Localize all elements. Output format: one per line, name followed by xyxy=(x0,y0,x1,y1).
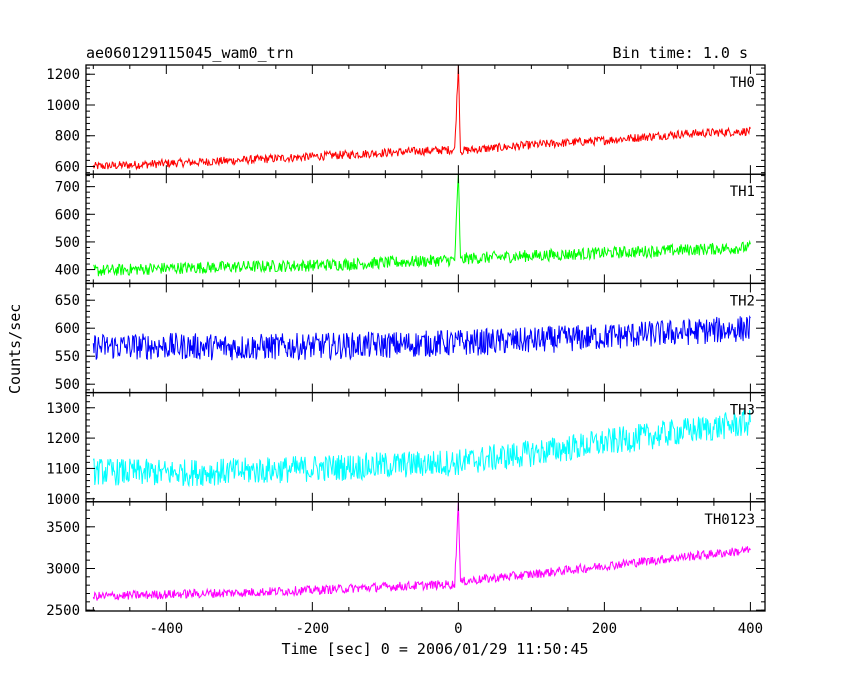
x-tick-label: 200 xyxy=(592,621,617,637)
series-line-th0 xyxy=(92,64,751,171)
y-tick-label: 550 xyxy=(55,349,80,365)
series-line-th3 xyxy=(92,409,751,488)
x-tick-label: 0 xyxy=(454,621,462,637)
y-tick-label: 1300 xyxy=(46,401,80,417)
chart-title: ae060129115045_wam0_trn xyxy=(86,44,294,62)
y-tick-label: 500 xyxy=(55,235,80,251)
x-tick-label: -400 xyxy=(149,621,183,637)
panel-label-th0: TH0 xyxy=(730,75,755,91)
x-tick-label: 400 xyxy=(738,621,763,637)
y-tick-label: 800 xyxy=(55,129,80,145)
panel-label-th2: TH2 xyxy=(730,293,755,309)
x-axis-label: Time [sec] 0 = 2006/01/29 11:50:45 xyxy=(281,640,589,658)
y-tick-label: 650 xyxy=(55,293,80,309)
y-tick-label: 1200 xyxy=(46,67,80,83)
panel-frame-th3 xyxy=(85,391,766,503)
panel-frame-th0123 xyxy=(85,501,766,612)
y-tick-label: 1100 xyxy=(46,461,80,477)
panel-frame-th0 xyxy=(85,64,766,175)
bin-time-label: Bin time: 1.0 s xyxy=(612,44,748,62)
y-tick-label: 2500 xyxy=(46,603,80,619)
series-line-th0123 xyxy=(92,501,751,601)
y-tick-label: 1200 xyxy=(46,431,80,447)
y-tick-label: 500 xyxy=(55,377,80,393)
panel-label-th3: TH3 xyxy=(730,403,755,419)
y-axis-label: Counts/sec xyxy=(6,303,24,394)
y-tick-label: 1000 xyxy=(46,492,80,508)
panel-label-th1: TH1 xyxy=(730,184,755,200)
y-tick-label: 700 xyxy=(55,180,80,196)
y-tick-label: 600 xyxy=(55,321,80,337)
panel-label-th0123: TH0123 xyxy=(704,512,755,528)
x-tick-label: -200 xyxy=(295,621,329,637)
y-tick-label: 600 xyxy=(55,207,80,223)
y-tick-label: 3000 xyxy=(46,561,80,577)
series-line-th1 xyxy=(93,174,751,277)
y-tick-label: 3500 xyxy=(46,520,80,536)
series-line-th2 xyxy=(92,314,751,362)
y-tick-label: 600 xyxy=(55,160,80,176)
y-tick-label: 400 xyxy=(55,263,80,279)
y-tick-label: 1000 xyxy=(46,98,80,114)
